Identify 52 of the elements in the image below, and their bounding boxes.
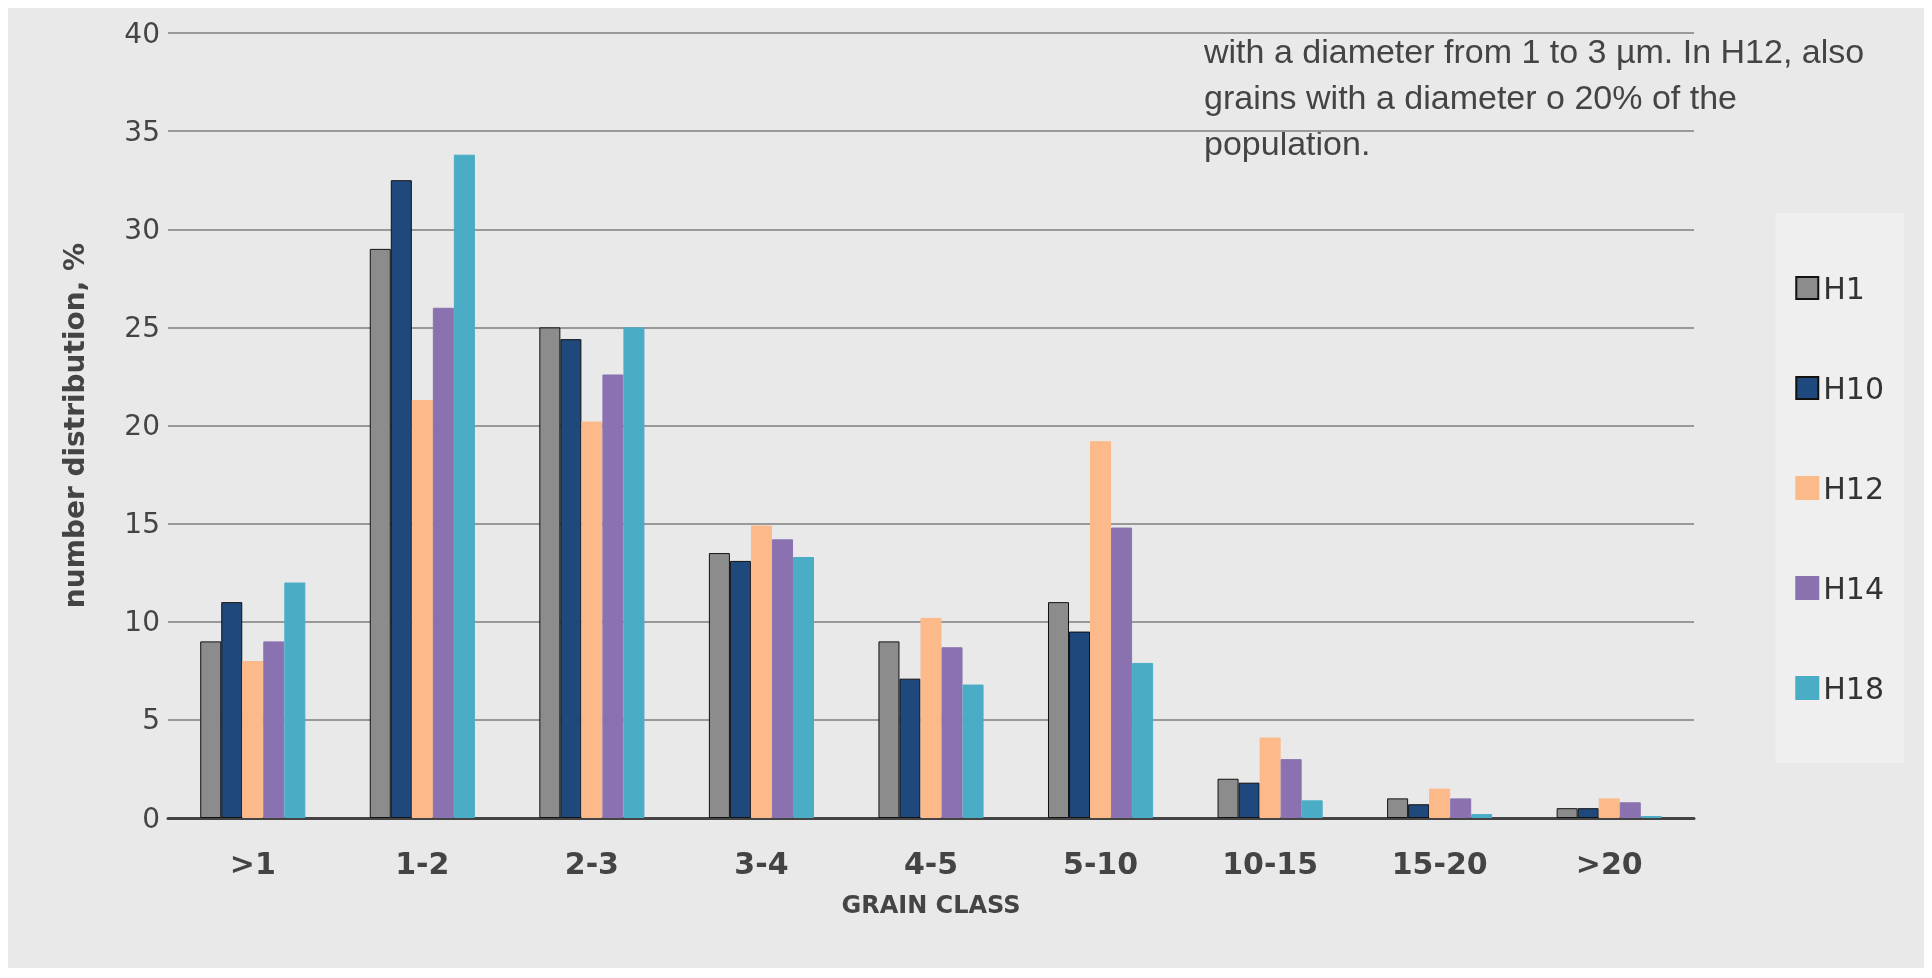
bar bbox=[1280, 759, 1302, 818]
bar bbox=[453, 154, 475, 818]
x-tick-label: 1-2 bbox=[395, 845, 450, 881]
legend-label: H12 bbox=[1823, 470, 1884, 506]
bar bbox=[1619, 802, 1641, 818]
x-axis-title: GRAIN CLASS bbox=[841, 891, 1021, 919]
x-tick-label: 15-20 bbox=[1391, 845, 1488, 881]
legend-label: H18 bbox=[1823, 670, 1884, 706]
bar bbox=[920, 617, 942, 818]
legend-label: H14 bbox=[1823, 570, 1884, 606]
y-tick-label: 40 bbox=[124, 16, 160, 50]
bar bbox=[284, 582, 306, 818]
bar bbox=[432, 307, 454, 818]
bar bbox=[771, 539, 793, 818]
bar bbox=[623, 327, 645, 818]
y-tick-label: 15 bbox=[124, 507, 160, 541]
bar bbox=[1132, 662, 1154, 818]
annotation: with a diameter from 1 to 3 µm. In H12, also grains with a diameter o 20% of the population. bbox=[1203, 32, 1874, 162]
bar bbox=[581, 421, 603, 818]
x-tick-label: 5-10 bbox=[1063, 845, 1139, 881]
y-axis-title: number distribution, % bbox=[57, 242, 91, 609]
bar bbox=[1111, 527, 1133, 818]
bar bbox=[602, 374, 624, 818]
bar bbox=[1471, 814, 1493, 818]
y-tick-label: 5 bbox=[142, 703, 160, 737]
bar bbox=[263, 641, 285, 818]
x-tick-label: >1 bbox=[229, 845, 276, 881]
x-tick-label: 10-15 bbox=[1222, 845, 1319, 881]
y-tick-label: 25 bbox=[124, 310, 160, 344]
bar bbox=[1429, 788, 1451, 818]
bar bbox=[792, 556, 815, 818]
x-tick-label: 3-4 bbox=[734, 845, 789, 881]
y-tick-label: 0 bbox=[142, 801, 160, 835]
bar bbox=[941, 647, 963, 818]
bar bbox=[1090, 441, 1112, 818]
bar bbox=[1301, 800, 1323, 818]
x-tick-label: 4-5 bbox=[903, 845, 959, 881]
legend-label: H10 bbox=[1823, 370, 1884, 406]
bar bbox=[1259, 737, 1281, 818]
bar bbox=[962, 684, 984, 818]
y-tick-label: 35 bbox=[124, 114, 160, 148]
legend-label: H1 bbox=[1823, 270, 1865, 306]
bar bbox=[1598, 798, 1620, 818]
y-tick-label: 20 bbox=[124, 409, 160, 442]
x-tick-label: 2-3 bbox=[564, 845, 619, 881]
bar bbox=[242, 661, 264, 818]
bar bbox=[1450, 798, 1472, 818]
bar bbox=[750, 525, 772, 818]
x-tick-label: >20 bbox=[1575, 845, 1643, 881]
y-tick-label: 10 bbox=[124, 605, 160, 639]
bar bbox=[411, 399, 433, 818]
y-tick-label: 30 bbox=[124, 212, 160, 246]
